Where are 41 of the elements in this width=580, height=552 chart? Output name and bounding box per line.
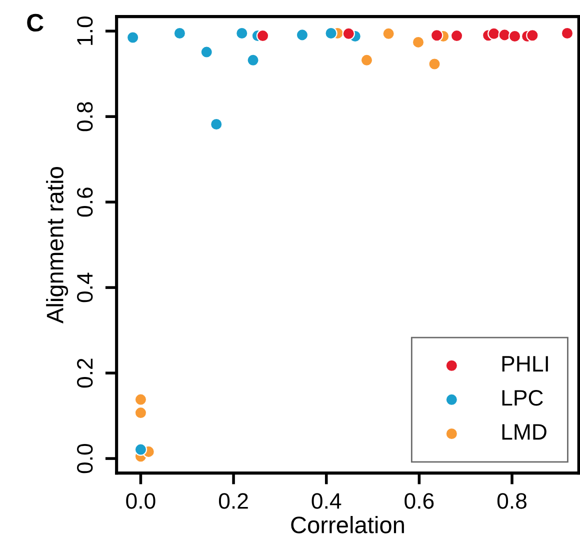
point <box>126 31 140 44</box>
point <box>200 46 213 58</box>
point <box>342 27 356 40</box>
point <box>560 26 574 40</box>
x-tick-label: 0.2 <box>218 493 248 509</box>
point <box>134 443 148 456</box>
point <box>430 29 444 42</box>
legend-label: PHLI <box>502 356 548 372</box>
x-tick-label: 0.8 <box>497 493 526 509</box>
legend-label: LMD <box>502 424 546 440</box>
point <box>173 26 186 40</box>
y-tick-label: 0.8 <box>77 102 93 132</box>
y-tick-label: 1.0 <box>77 16 93 45</box>
y-axis-title: Alignment ratio <box>46 167 68 324</box>
point <box>236 26 248 40</box>
legend-label: LPC <box>502 390 543 406</box>
x-tick-label: 0.0 <box>126 493 156 509</box>
point <box>488 27 500 40</box>
x-tick-label: 0.4 <box>312 493 342 509</box>
point <box>508 30 522 43</box>
y-tick-label: 0.4 <box>77 272 93 302</box>
point <box>360 54 374 67</box>
point <box>450 29 464 42</box>
text: C <box>27 14 44 32</box>
y-tick-label: 0.6 <box>77 188 93 217</box>
y-tick-label: 0.2 <box>77 358 93 388</box>
x-axis-title: Correlation <box>291 516 404 534</box>
point <box>428 58 441 70</box>
point <box>134 393 148 406</box>
point <box>526 29 539 42</box>
point <box>134 406 148 420</box>
point <box>210 118 223 131</box>
point <box>246 54 260 67</box>
point <box>256 29 270 42</box>
point <box>296 28 309 42</box>
y-tick-label: 0.0 <box>77 444 93 474</box>
point <box>498 28 511 42</box>
point <box>382 27 395 40</box>
point <box>412 36 425 49</box>
point <box>324 26 338 40</box>
x-tick-label: 0.6 <box>404 493 434 509</box>
